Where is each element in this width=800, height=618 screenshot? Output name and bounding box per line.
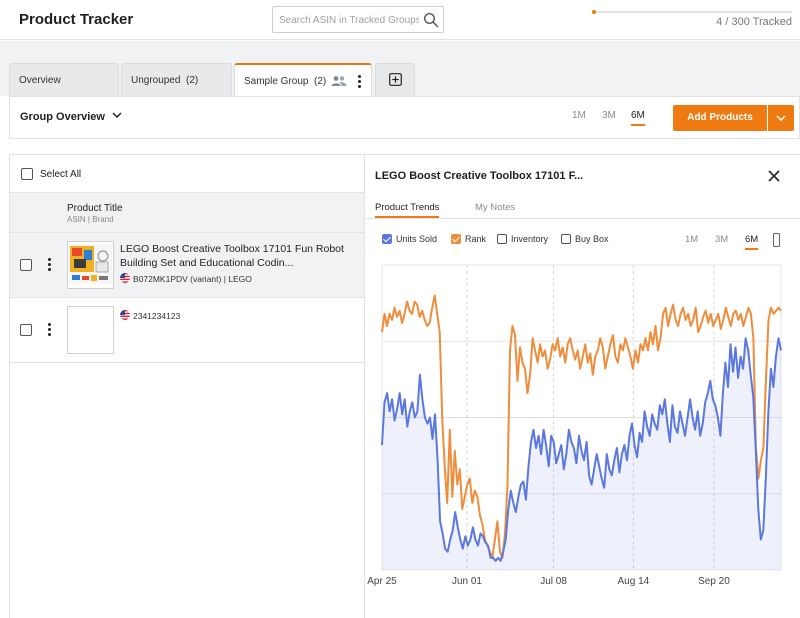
product-list-panel: Select All Product Title ASIN | Brand LE… (9, 154, 365, 618)
tracked-quota-fill (592, 10, 596, 14)
chevron-down-icon (112, 112, 122, 119)
inventory-checkbox[interactable] (497, 234, 507, 244)
app-title: Product Tracker (19, 11, 134, 28)
list-header: Product Title ASIN | Brand (10, 193, 364, 233)
chart-range-3m[interactable]: 3M (715, 234, 729, 245)
add-group-tab[interactable] (375, 63, 415, 96)
group-overview-bar: Group Overview 1M 3M 6M Add Products (9, 96, 800, 139)
detail-tabs: Product Trends My Notes (365, 198, 800, 219)
chart-x-tick-label: Sep 20 (698, 576, 730, 587)
product-title[interactable]: LEGO Boost Creative Toolbox 17101 Fun Ro… (120, 243, 344, 269)
buy-box-checkbox[interactable] (561, 234, 571, 244)
column-asin-brand: ASIN | Brand (67, 215, 114, 224)
search-input[interactable] (279, 12, 419, 28)
search-icon[interactable] (423, 12, 439, 28)
group-overview-dropdown[interactable]: Group Overview (20, 111, 122, 123)
chart-menu-icon[interactable] (773, 233, 780, 247)
product-row[interactable]: LEGO Boost Creative Toolbox 17101 Fun Ro… (10, 233, 364, 298)
search-box[interactable] (272, 6, 444, 33)
units-sold-checkbox[interactable] (382, 234, 392, 244)
legend-rank-label: Rank (465, 234, 487, 244)
legend-buy-box-label: Buy Box (575, 234, 609, 244)
tab-my-notes[interactable]: My Notes (475, 202, 516, 213)
legend-units-sold[interactable]: Units Sold (382, 234, 437, 244)
select-all-checkbox[interactable] (21, 168, 33, 180)
rank-checkbox[interactable] (451, 234, 461, 244)
series-line-rank[interactable] (381, 294, 782, 559)
row-kebab-icon[interactable] (46, 258, 52, 272)
product-meta: B072MK1PDV (variant) | LEGO (120, 273, 252, 284)
plus-box-icon (389, 73, 402, 86)
legend-buy-box[interactable]: Buy Box (561, 234, 609, 244)
tab-more-kebab-icon[interactable] (358, 75, 362, 89)
group-tab-bar: Overview Ungrouped (2) Sample Group (2) (0, 41, 800, 97)
legend-rank[interactable]: Rank (451, 234, 486, 244)
tracked-quota-bar (592, 10, 792, 14)
tracked-quota-text: 4 / 300 Tracked (716, 16, 792, 28)
product-meta: 2341234123 (120, 310, 180, 321)
chart-range-1m[interactable]: 1M (685, 234, 699, 245)
row-checkbox[interactable] (20, 259, 32, 271)
tab-overview-label: Overview (19, 75, 61, 86)
lego-box-image (69, 244, 112, 284)
product-thumbnail-empty (67, 306, 114, 354)
column-product-title: Product Title (67, 203, 123, 214)
product-asin-brand: B072MK1PDV (variant) | LEGO (133, 274, 252, 284)
tab-sample-group[interactable]: Sample Group (2) (234, 63, 372, 97)
legend-units-sold-label: Units Sold (396, 234, 438, 244)
chart-x-tick-label: Jun 01 (452, 576, 482, 587)
legend-inventory-label: Inventory (511, 234, 549, 244)
row-checkbox[interactable] (20, 324, 32, 336)
row-kebab-icon[interactable] (46, 323, 52, 337)
overview-range-1m[interactable]: 1M (572, 110, 586, 121)
group-overview-label: Group Overview (20, 111, 105, 123)
overview-range-6m[interactable]: 6M (631, 110, 645, 126)
tab-overview[interactable]: Overview (9, 63, 119, 96)
tab-ungrouped-label: Ungrouped (2) (131, 75, 199, 86)
tab-sample-group-label: Sample Group (2) (244, 76, 327, 87)
app-header: Product Tracker 4 / 300 Tracked (0, 0, 800, 40)
product-trends-chart: Apr 25 Jun 01 Jul 08 Aug 14 Sep 20 (367, 264, 782, 587)
product-asin: 2341234123 (133, 311, 181, 321)
us-flag-icon (120, 310, 130, 320)
select-all-row: Select All (10, 155, 364, 193)
series-line-units-sold[interactable] (381, 337, 782, 562)
chart-x-tick-label: Aug 14 (618, 576, 650, 587)
product-detail-panel: LEGO Boost Creative Toolbox 17101 F... P… (365, 154, 800, 618)
add-products-button[interactable]: Add Products (673, 105, 767, 131)
close-icon[interactable] (767, 169, 781, 183)
add-products-dropdown[interactable] (768, 105, 794, 131)
product-thumbnail (67, 241, 114, 289)
chart-x-tick-label: Jul 08 (540, 576, 567, 587)
detail-title: LEGO Boost Creative Toolbox 17101 F... (375, 170, 584, 182)
chart-range-6m[interactable]: 6M (745, 234, 759, 250)
tab-product-trends[interactable]: Product Trends (375, 202, 440, 218)
us-flag-icon (120, 273, 130, 283)
overview-range-3m[interactable]: 3M (602, 110, 616, 121)
users-icon[interactable] (331, 75, 347, 87)
legend-inventory[interactable]: Inventory (497, 234, 548, 244)
chart-x-tick-label: Apr 25 (367, 576, 397, 587)
select-all-label: Select All (40, 169, 82, 180)
tab-ungrouped[interactable]: Ungrouped (2) (121, 63, 232, 96)
product-row[interactable]: 2341234123 (10, 298, 364, 363)
chevron-down-icon (776, 115, 786, 122)
